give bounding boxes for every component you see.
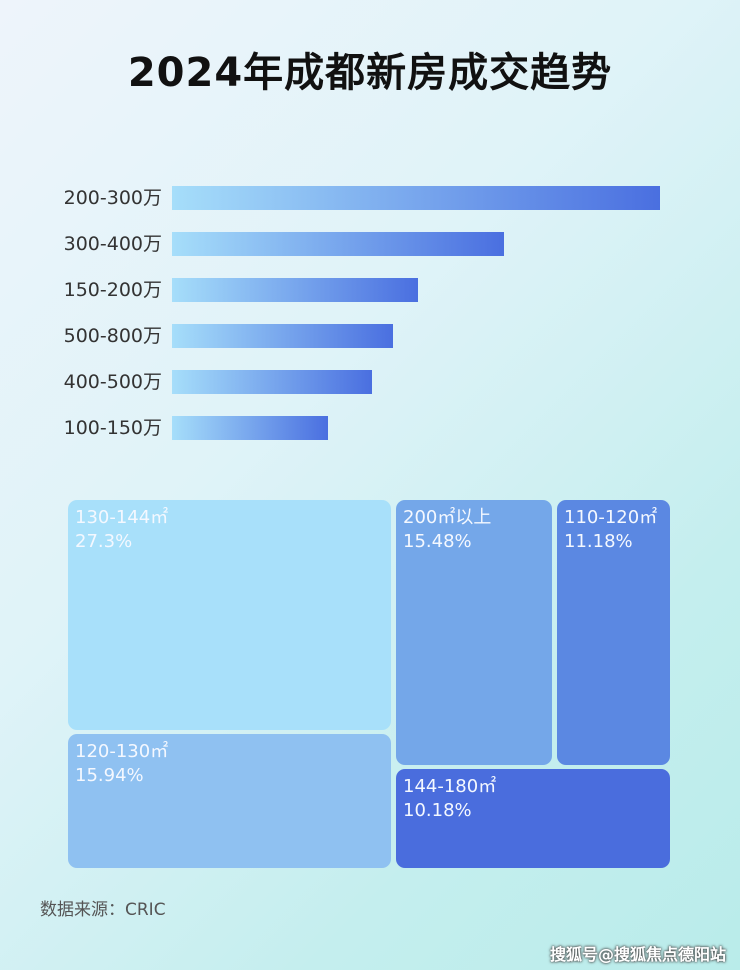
bar [172, 370, 373, 394]
cell-category: 144-180㎡ [403, 776, 497, 797]
cell-category: 120-130㎡ [75, 741, 169, 762]
data-source: 数据来源：CRIC [40, 900, 166, 920]
cell-percent: 15.48% [403, 531, 472, 552]
bar-label: 500-800万 [63, 325, 162, 347]
cell-category: 200㎡以上 [403, 507, 492, 528]
bar [172, 416, 329, 440]
bar [172, 324, 394, 348]
bar-label: 300-400万 [63, 233, 162, 255]
bar-label: 400-500万 [63, 371, 162, 393]
treemap-cell: 200㎡以上 15.48% [396, 500, 552, 765]
cell-percent: 11.18% [564, 531, 633, 552]
treemap-cell: 110-120㎡ 11.18% [557, 500, 670, 765]
treemap-cell: 144-180㎡ 10.18% [396, 769, 670, 868]
bar [172, 232, 504, 256]
bar-label: 150-200万 [63, 279, 162, 301]
cell-category: 110-120㎡ [564, 507, 658, 528]
cell-percent: 10.18% [403, 800, 472, 821]
cell-percent: 27.3% [75, 531, 133, 552]
chart-title: 2024年成都新房成交趋势 [127, 50, 613, 96]
watermark: 搜狐号@搜狐焦点德阳站 [549, 945, 726, 964]
treemap-cell: 120-130㎡ 15.94% [68, 734, 391, 868]
bar-label: 200-300万 [63, 187, 162, 209]
bar [172, 186, 660, 210]
cell-percent: 15.94% [75, 765, 144, 786]
cell-category: 130-144㎡ [75, 507, 169, 528]
bar-label: 100-150万 [63, 417, 162, 439]
bar [172, 278, 418, 302]
treemap-cell: 130-144㎡ 27.3% [68, 500, 391, 730]
